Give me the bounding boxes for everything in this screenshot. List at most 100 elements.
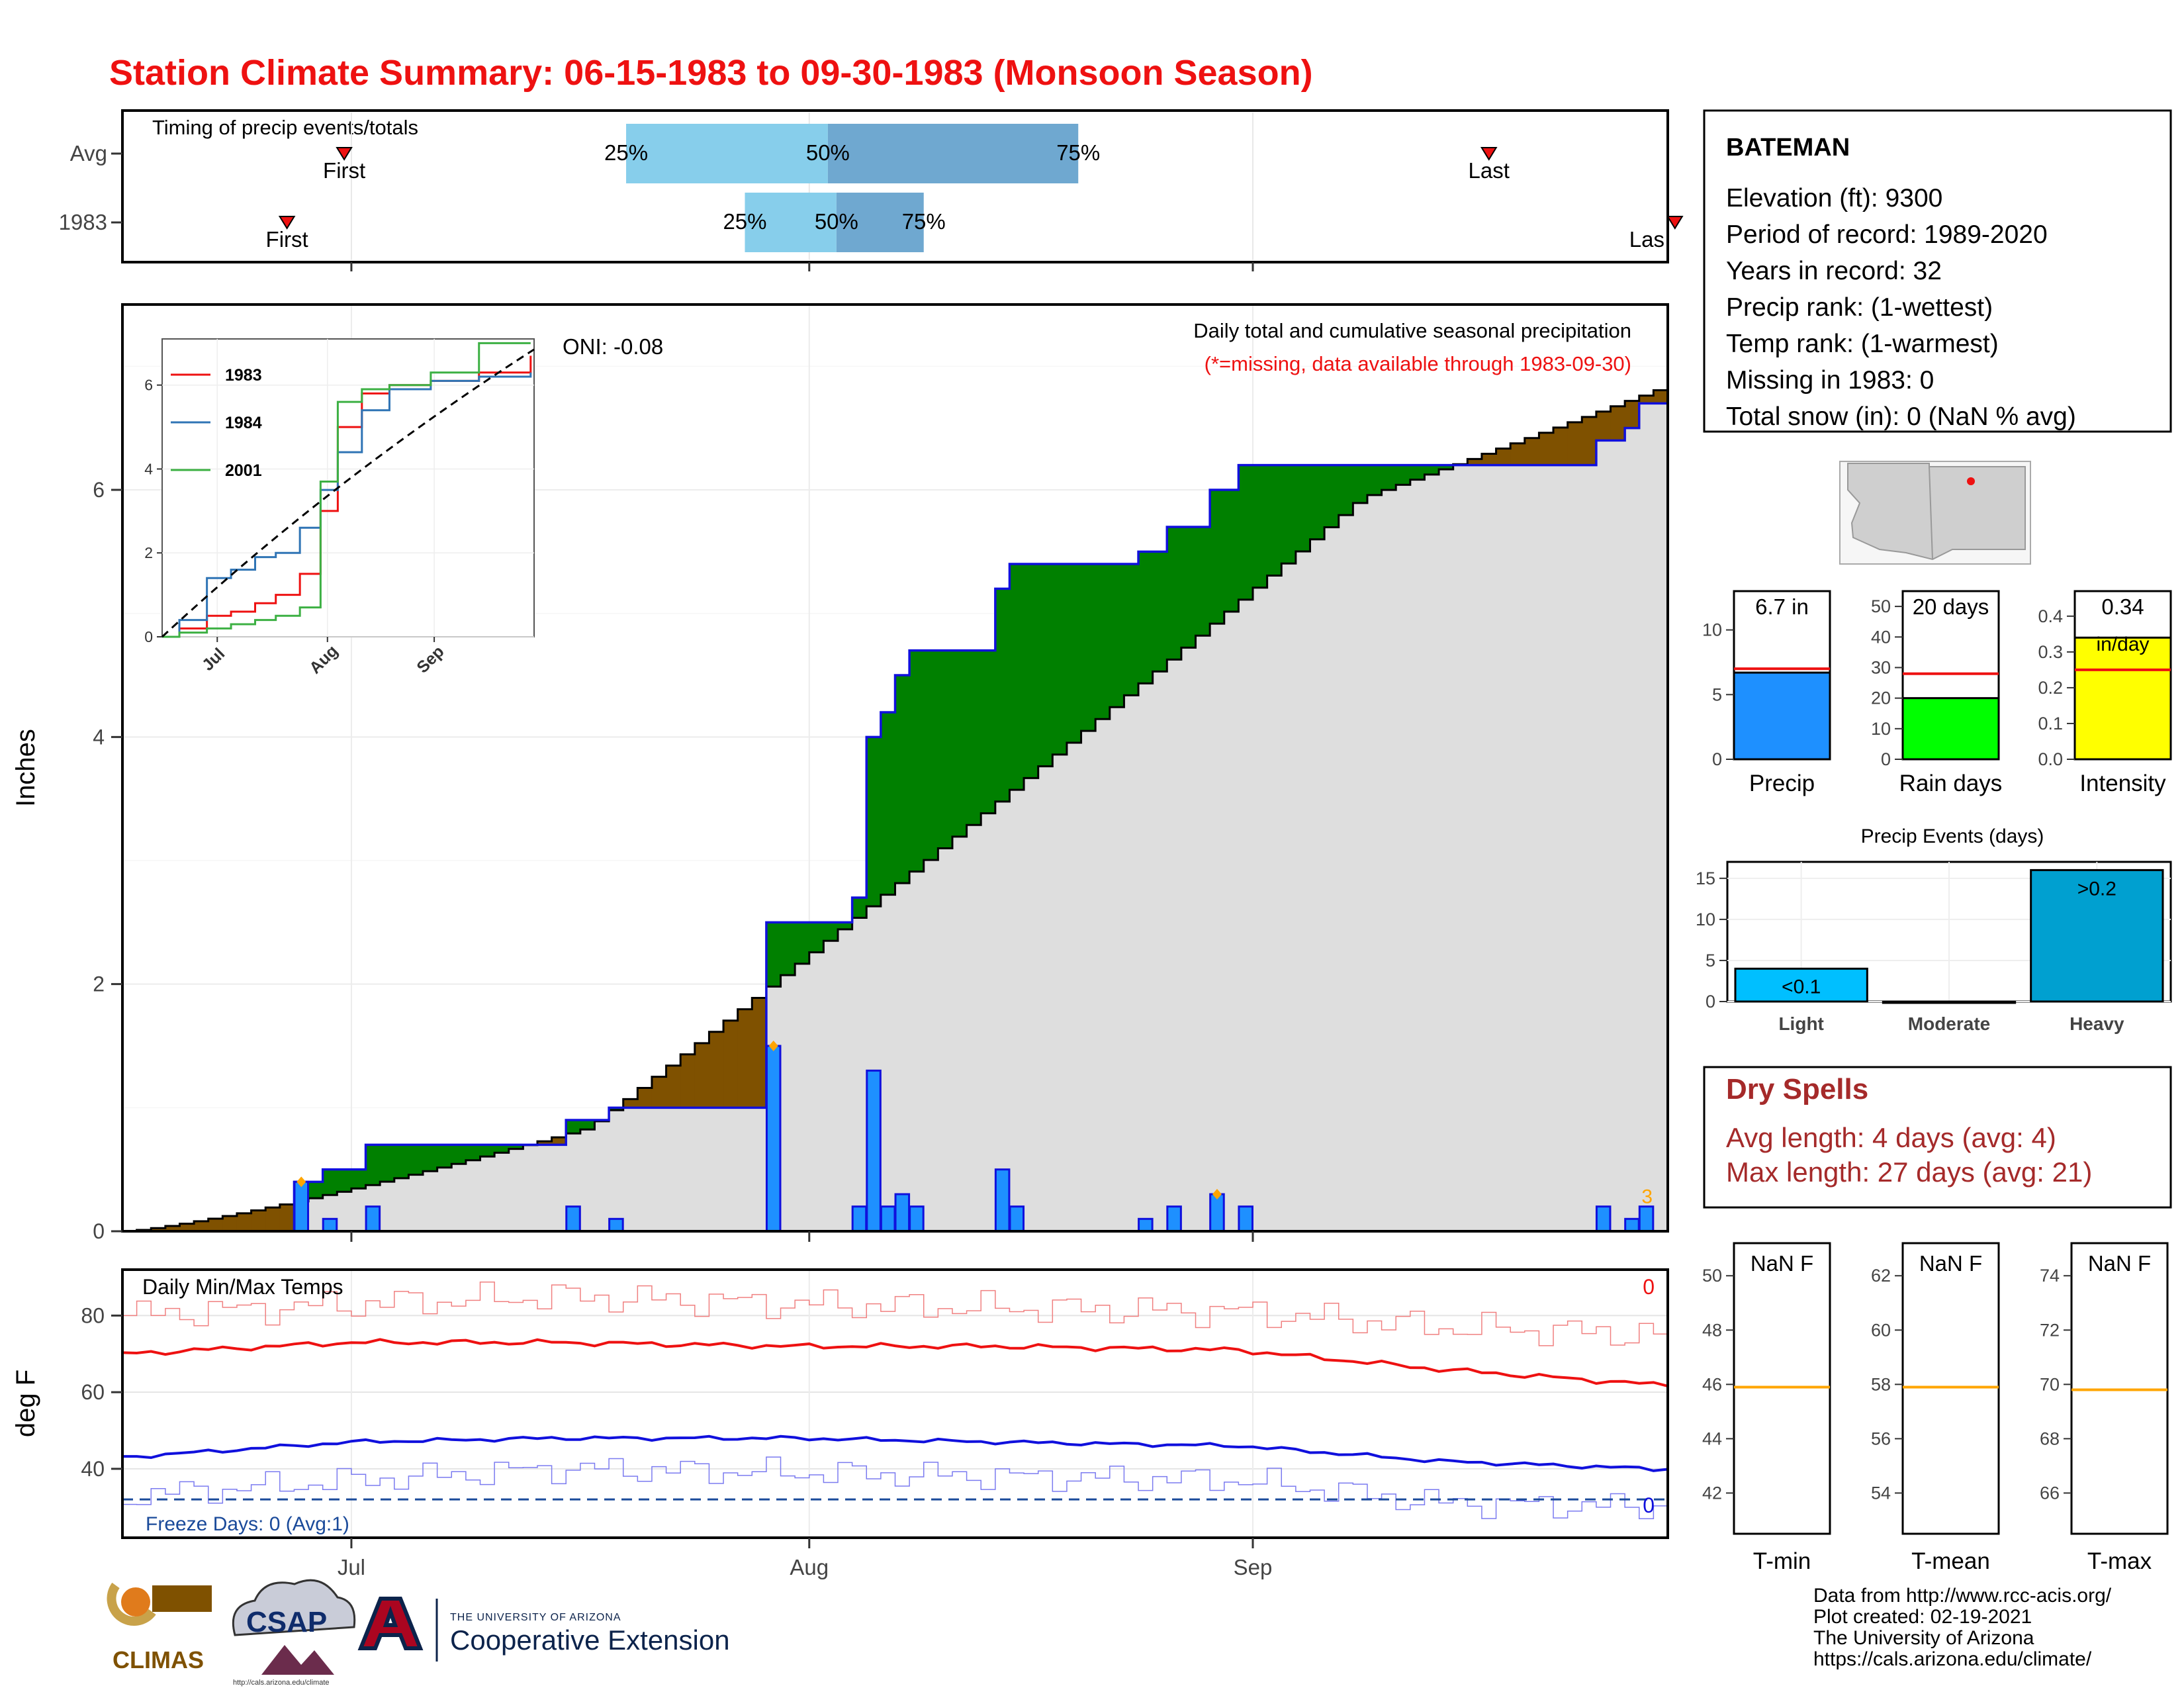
mini-bar-value xyxy=(2073,636,2172,761)
events-bar xyxy=(1734,967,1868,1003)
above-average-area xyxy=(580,1120,595,1130)
station-frame xyxy=(1703,109,2172,433)
temp-y-tick-label: 60 xyxy=(81,1380,105,1404)
temp-y-tick-label: 80 xyxy=(81,1303,105,1327)
above-average-area xyxy=(508,1145,523,1149)
above-average-area xyxy=(1310,465,1325,539)
daily-precip-bar xyxy=(1138,1217,1154,1233)
ua-logo: THE UNIVERSITY OF ARIZONA Cooperative Ex… xyxy=(357,1597,730,1662)
mini-bar-value-label: 6.7 in xyxy=(1755,594,1809,619)
temp-series-line xyxy=(122,1434,1668,1472)
below-average-area xyxy=(236,1213,252,1231)
above-average-area xyxy=(1224,490,1239,612)
above-average-area xyxy=(1181,527,1197,648)
freeze-days-label: Freeze Days: 0 (Avg:1) xyxy=(146,1513,349,1535)
below-average-area xyxy=(1596,411,1612,441)
above-average-area xyxy=(1267,465,1282,576)
inset-y-tick-label: 4 xyxy=(144,460,153,477)
above-average-area xyxy=(809,922,824,953)
daily-precip-bar xyxy=(565,1205,581,1233)
below-average-area xyxy=(637,1088,653,1108)
timing-box-lower xyxy=(745,193,837,252)
temp-series-line xyxy=(122,1338,1668,1387)
inset-legend-label: 2001 xyxy=(225,461,262,480)
above-average-area xyxy=(322,1169,338,1196)
below-average-area xyxy=(251,1210,266,1231)
temp-box-y-tick-label: 74 xyxy=(2040,1266,2060,1286)
climas-plateau xyxy=(152,1585,212,1612)
below-average-area xyxy=(1582,416,1597,465)
ua-a-mark xyxy=(357,1597,424,1650)
climas-swirl xyxy=(107,1582,156,1626)
above-average-area xyxy=(1367,465,1383,495)
temp-box-y-tick-label: 42 xyxy=(1702,1483,1722,1503)
above-average-area xyxy=(1396,465,1411,485)
csap-logo: CSAP http://cals.arizona.edu/climate xyxy=(232,1579,356,1687)
precip-y-tick-label: 0 xyxy=(93,1219,105,1243)
daily-precip-bar xyxy=(1009,1205,1025,1233)
mini-bar-y-tick-label: 10 xyxy=(1702,620,1722,640)
temp-x-tick-label: Sep xyxy=(1234,1555,1273,1579)
below-average-area xyxy=(265,1207,281,1231)
station-info-box: BATEMAN Elevation (ft): 9300 Period of re… xyxy=(1703,109,2172,433)
dry-spells-title: Dry Spells xyxy=(1726,1073,1868,1105)
last-event-label: Las xyxy=(1629,227,1664,252)
above-average-area xyxy=(394,1145,409,1178)
below-average-area xyxy=(1567,422,1582,465)
csap-mountain xyxy=(261,1645,334,1675)
footer-credit-line: https://cals.arizona.edu/climate/ xyxy=(1813,1648,2092,1670)
daily-precip-bar xyxy=(1624,1217,1640,1233)
below-average-area xyxy=(737,1009,752,1108)
above-average-area xyxy=(1210,490,1225,624)
max-exceed-count: 0 xyxy=(1643,1275,1655,1299)
daily-precip-bar xyxy=(994,1168,1011,1233)
station-location-dot xyxy=(1967,477,1975,485)
temp-panel: Daily Min/Max Temps Freeze Days: 0 (Avg:… xyxy=(11,1268,1669,1579)
above-average-area xyxy=(380,1145,395,1182)
inset-frame xyxy=(161,338,535,637)
above-average-area xyxy=(1195,527,1210,636)
below-average-area xyxy=(1524,438,1539,465)
mini-bar-y-tick-label: 5 xyxy=(1712,684,1722,704)
footer-credit-line: Plot created: 02-19-2021 xyxy=(1813,1606,2032,1628)
oni-label: ONI: -0.08 xyxy=(563,334,663,359)
min-exceed-count: 0 xyxy=(1643,1493,1655,1517)
mini-bar-y-tick-label: 0 xyxy=(1712,749,1722,769)
above-average-area xyxy=(1338,465,1353,516)
average-cumulative-line xyxy=(122,385,1669,1233)
event-marker xyxy=(768,1041,778,1051)
above-average-area xyxy=(1167,527,1182,660)
temp-box-frame xyxy=(1901,1242,2000,1535)
climas-text: CLIMAS xyxy=(113,1646,204,1673)
above-average-area xyxy=(351,1169,367,1189)
precip-events-chart: Precip Events (days) <0.1 Light Moderate >0… xyxy=(1696,825,2172,1034)
daily-precip-bar xyxy=(1238,1205,1253,1233)
station-info-line: Elevation (ft): 9300 xyxy=(1726,184,1942,212)
above-average-area xyxy=(1410,465,1425,480)
csap-cloud xyxy=(232,1579,356,1636)
temp-box-frame xyxy=(1733,1242,1831,1535)
above-average-area xyxy=(1124,564,1139,696)
below-average-area xyxy=(165,1226,180,1231)
below-average-area xyxy=(151,1228,166,1231)
precip-missing-note: (*=missing, data available through 1983-… xyxy=(1205,352,1631,375)
temp-box-y-tick-label: 70 xyxy=(2040,1374,2060,1394)
below-average-area xyxy=(222,1216,238,1231)
above-average-area xyxy=(966,650,981,825)
timing-box-upper xyxy=(836,193,924,252)
below-average-area xyxy=(1653,390,1668,404)
temp-box-category-label: T-mean xyxy=(1911,1548,1990,1574)
mini-bar-category-label: Rain days xyxy=(1899,771,2003,796)
events-bar-label: <0.1 xyxy=(1782,976,1821,998)
ua-big-text: Cooperative Extension xyxy=(450,1624,730,1656)
daily-precip-bar xyxy=(880,1205,896,1233)
events-y-tick-label: 0 xyxy=(1706,992,1715,1011)
timing-p25-label: 25% xyxy=(604,140,648,165)
below-average-area xyxy=(194,1221,209,1231)
temp-box-y-tick-label: 72 xyxy=(2040,1320,2060,1340)
above-average-area xyxy=(923,650,938,861)
temp-y-label: deg F xyxy=(11,1370,40,1437)
inset-y-tick-label: 6 xyxy=(144,377,153,394)
above-average-area xyxy=(952,650,968,837)
temp-box-y-tick-label: 58 xyxy=(1871,1374,1891,1394)
